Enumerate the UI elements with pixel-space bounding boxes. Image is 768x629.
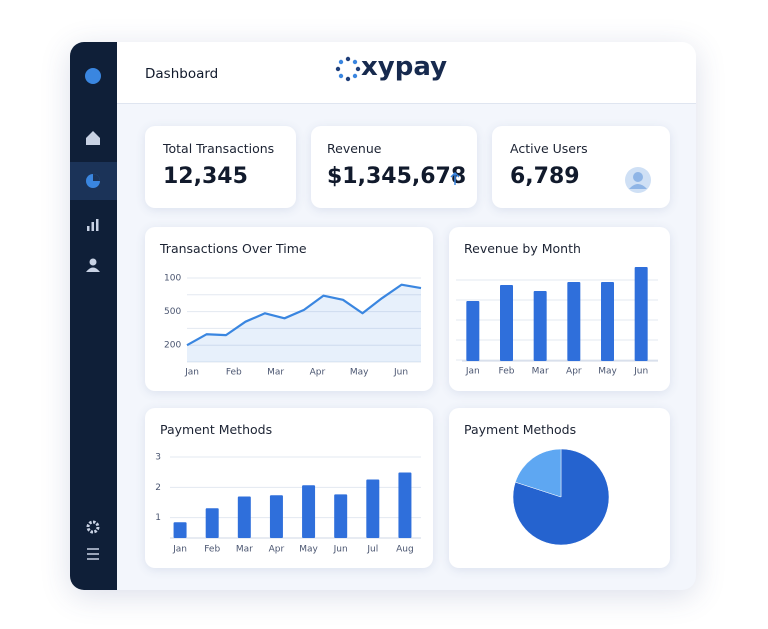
stat-label: Revenue [327,141,382,156]
user-icon[interactable] [86,258,100,273]
up-arrow [450,171,460,185]
app-frame: Dashboard xypay Total Transactions 12,34… [70,42,696,590]
sidebar [70,42,117,590]
chart-title: Transactions Over Time [160,241,307,256]
logo-text: xypay [361,52,448,82]
settings-icon[interactable] [86,520,100,534]
header: Dashboard xypay [117,42,696,104]
chart-card: Revenue by Month [449,227,670,391]
stat-card: Revenue $1,345,678 [311,126,477,208]
stat-card: Active Users 6,789 [492,126,670,208]
menu-icon[interactable] [87,548,99,560]
avatar [625,167,651,193]
brand-dot [85,68,101,84]
home-icon[interactable] [86,131,100,145]
sidebar-icons [70,68,117,560]
stat-value: $1,345,678 [327,164,467,189]
chart-title: Payment Methods [464,422,577,437]
stat-label: Active Users [510,141,588,156]
chart-title: Payment Methods [160,422,273,437]
chart-title: Revenue by Month [464,241,581,256]
chart-card: Transactions Over Time [145,227,433,391]
stat-label: Total Transactions [163,141,275,156]
stat-card: Total Transactions 12,345 [145,126,296,208]
stat-value: 12,345 [163,164,248,189]
chart-card: Payment Methods [449,408,670,568]
page-title: Dashboard [145,66,219,82]
stat-value: 6,789 [510,164,580,189]
logo-mark [335,56,361,82]
pie-icon-slice [93,174,100,181]
chart-card: Payment Methods [145,408,433,568]
bars-icon[interactable] [87,219,99,231]
